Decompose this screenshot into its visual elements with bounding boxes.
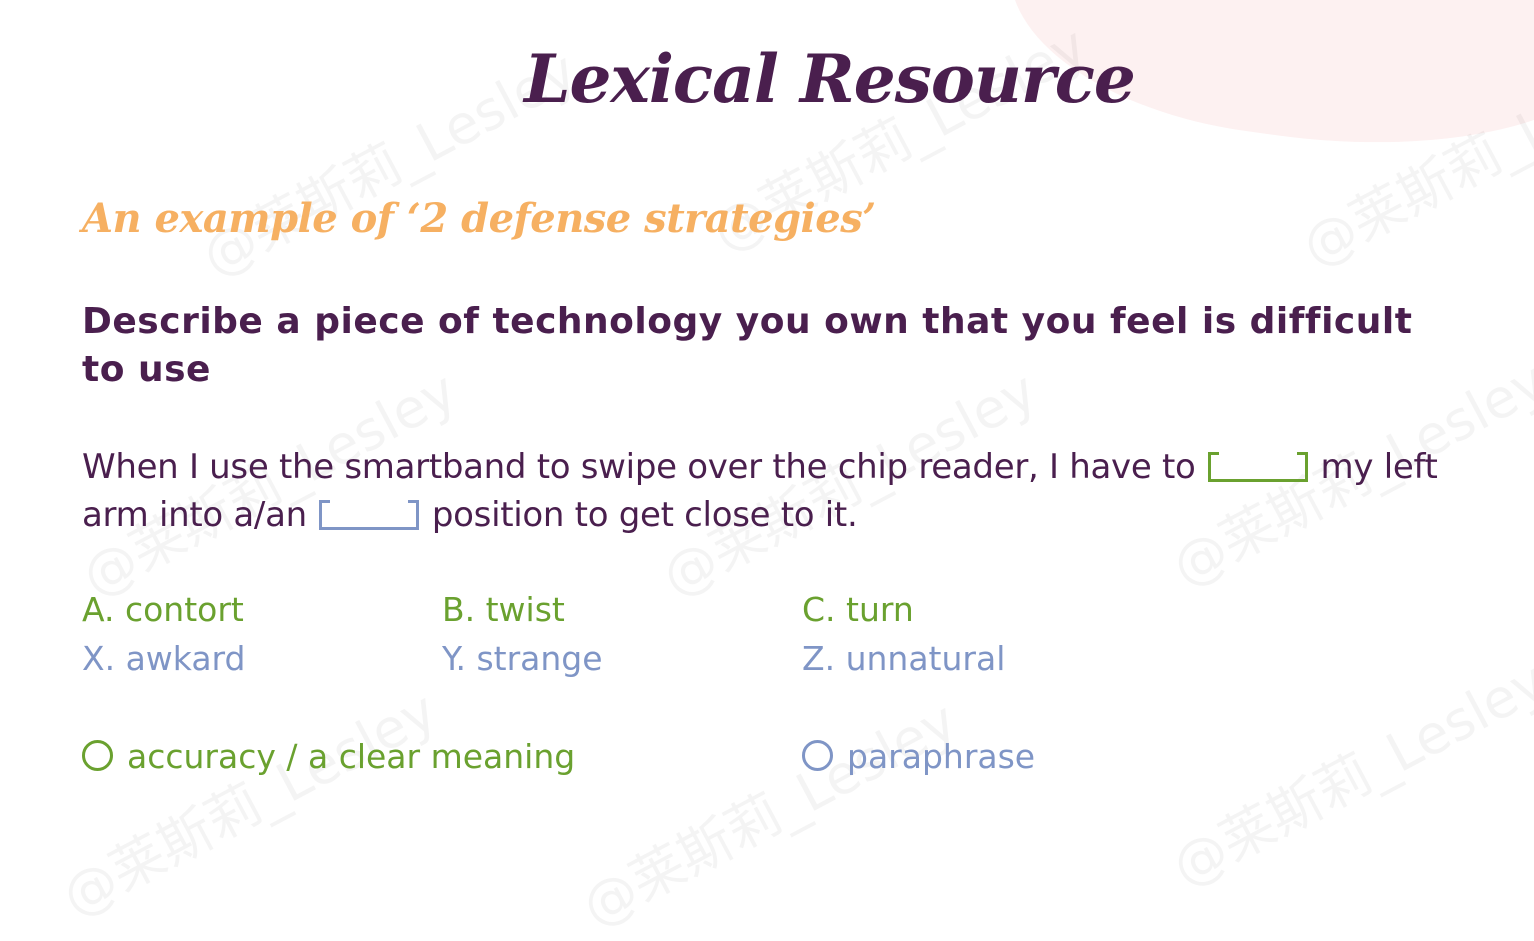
watermark: @莱斯莉_Lesley (1156, 638, 1534, 902)
strategy-accuracy[interactable]: accuracy / a clear meaning (82, 737, 575, 776)
radio-circle-icon[interactable] (802, 740, 833, 771)
strategy-paraphrase-label: paraphrase (847, 737, 1036, 776)
sentence-part-3: position to get close to it. (431, 495, 858, 535)
example-sentence: When I use the smartband to swipe over t… (82, 443, 1452, 539)
watermark: @莱斯莉_Lesley (566, 678, 968, 941)
question-prompt: Describe a piece of technology you own t… (82, 301, 1413, 390)
sentence-part-2: my left arm into a/an (82, 447, 1438, 535)
strategy-paraphrase[interactable]: paraphrase (802, 737, 1035, 776)
option-x[interactable]: X. awkard (82, 639, 246, 678)
sentence-part-1: When I use the smartband to swipe over t… (82, 447, 1196, 487)
option-b[interactable]: B. twist (442, 590, 565, 629)
page-title: Lexical Resource (524, 40, 1136, 118)
option-z[interactable]: Z. unnatural (802, 639, 1006, 678)
option-a[interactable]: A. contort (82, 590, 244, 629)
watermark: @莱斯莉_Lesley (46, 668, 448, 932)
strategy-accuracy-label: accuracy / a clear meaning (127, 737, 576, 776)
blank-verb[interactable] (1208, 452, 1309, 482)
option-c[interactable]: C. turn (802, 590, 914, 629)
section-subtitle: An example of ‘2 defense strategies’ (82, 195, 876, 242)
blank-adjective[interactable] (319, 500, 420, 530)
radio-circle-icon[interactable] (82, 740, 113, 771)
option-y[interactable]: Y. strange (442, 639, 603, 678)
